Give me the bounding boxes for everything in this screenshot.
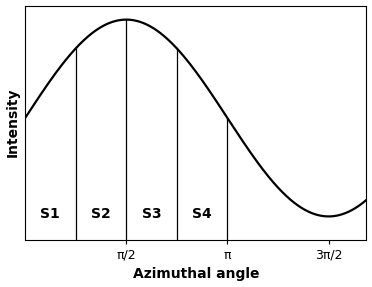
Text: S3: S3 xyxy=(142,207,161,221)
X-axis label: Azimuthal angle: Azimuthal angle xyxy=(132,267,259,282)
Text: S2: S2 xyxy=(91,207,111,221)
Y-axis label: Intensity: Intensity xyxy=(6,88,20,158)
Text: S1: S1 xyxy=(40,207,60,221)
Text: S4: S4 xyxy=(192,207,212,221)
